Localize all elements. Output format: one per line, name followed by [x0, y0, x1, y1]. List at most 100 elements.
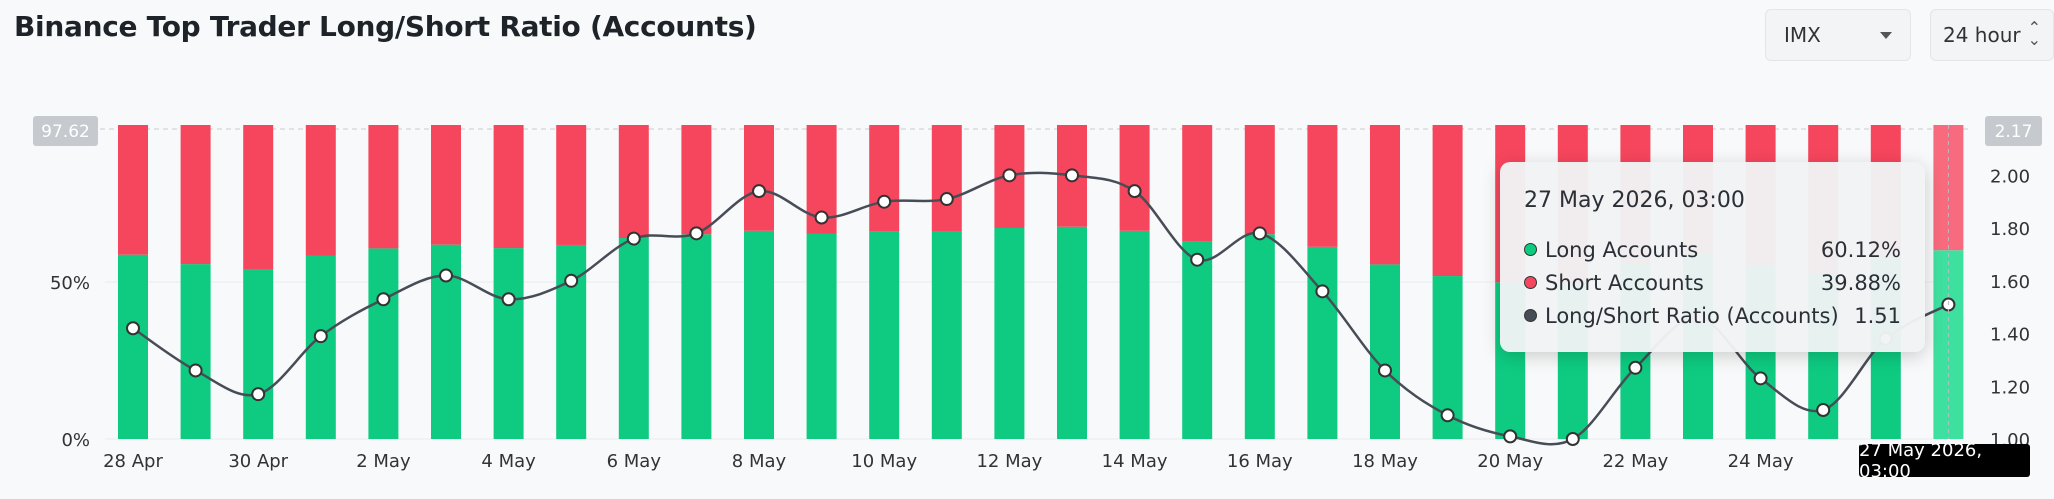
long-bar: [744, 230, 774, 439]
ratio-dot-icon: [1524, 309, 1537, 322]
long-bar: [1182, 241, 1213, 439]
range-select[interactable]: 24 hour ⌃ ⌄: [1930, 9, 2054, 61]
long-bar: [994, 227, 1025, 439]
long-bar: [1244, 234, 1275, 439]
asset-select[interactable]: IMX: [1765, 9, 1911, 61]
short-bar: [1432, 125, 1463, 277]
tooltip-row-ratio: Long/Short Ratio (Accounts) 1.51: [1524, 299, 1901, 332]
short-bar: [493, 125, 524, 249]
ratio-point: [313, 329, 328, 344]
x-axis-tick: 22 May: [1602, 451, 1668, 472]
tooltip-row-long: Long Accounts 60.12%: [1524, 233, 1901, 266]
ratio-point: [1190, 252, 1205, 267]
tooltip-title: 27 May 2026, 03:00: [1524, 188, 1745, 213]
x-axis-tick: 2 May: [356, 451, 411, 472]
ratio-point: [439, 268, 453, 283]
ratio-point: [752, 184, 766, 199]
ratio-point: [1503, 429, 1518, 444]
right-axis-badge-text: 2.17: [1995, 122, 2033, 142]
right-axis-tick: 1.80: [1990, 219, 2030, 240]
short-bar: [368, 125, 399, 249]
left-axis-tick: 50%: [50, 273, 90, 294]
short-bar: [1182, 125, 1213, 242]
right-axis-tick: 1.60: [1990, 272, 2030, 293]
x-axis-tick: 8 May: [732, 451, 787, 472]
long-bar: [368, 248, 399, 439]
x-axis-tick: 4 May: [481, 451, 536, 472]
ratio-point: [564, 273, 579, 288]
short-bar: [1244, 125, 1275, 235]
long-bar: [1057, 226, 1087, 439]
ratio-point: [1002, 168, 1017, 183]
tooltip-row-short: Short Accounts 39.88%: [1524, 266, 1901, 299]
ratio-point: [1440, 408, 1455, 423]
long-bar: [305, 255, 336, 439]
short-bar: [431, 125, 461, 245]
ratio-point: [1816, 402, 1831, 417]
short-bar: [744, 125, 774, 231]
ratio-point: [877, 194, 892, 209]
right-axis-badge: [1985, 116, 2042, 146]
tooltip-value: 60.12%: [1820, 237, 1901, 262]
hover-time-label: 27 May 2026, 03:00: [1859, 440, 2030, 482]
ratio-point: [1628, 360, 1643, 375]
tooltip-label: Long/Short Ratio (Accounts): [1545, 303, 1839, 328]
left-axis-tick: 0%: [61, 430, 90, 451]
x-axis-tick: 24 May: [1728, 451, 1794, 472]
x-axis-tick: 18 May: [1352, 451, 1418, 472]
short-bar: [1307, 125, 1338, 247]
long-bar: [1370, 264, 1400, 439]
short-dot-icon: [1524, 276, 1537, 289]
tooltip-label: Short Accounts: [1545, 270, 1704, 295]
ratio-point: [939, 192, 954, 207]
ratio-point: [1127, 184, 1142, 199]
right-axis-tick: 2.00: [1990, 166, 2030, 187]
x-axis-tick: 12 May: [976, 451, 1042, 472]
short-bar: [243, 125, 274, 270]
page-title: Binance Top Trader Long/Short Ratio (Acc…: [14, 10, 757, 43]
ratio-point: [188, 363, 203, 378]
asset-select-value: IMX: [1784, 23, 1821, 47]
ratio-point: [814, 210, 829, 225]
x-axis-tick: 28 Apr: [103, 451, 163, 472]
long-bar: [869, 231, 900, 439]
ratio-point: [626, 231, 641, 246]
x-axis-tick: 14 May: [1102, 451, 1168, 472]
range-select-value: 24 hour: [1943, 23, 2021, 47]
long-bar: [118, 254, 148, 439]
ratio-point: [501, 292, 516, 307]
short-bar: [1370, 125, 1400, 265]
right-axis-tick: 1.20: [1990, 377, 2030, 398]
short-bar: [1119, 125, 1150, 231]
short-bar: [931, 125, 962, 232]
x-axis-tick: 30 Apr: [228, 451, 288, 472]
short-bar: [180, 125, 211, 265]
tooltip-label: Long Accounts: [1545, 237, 1699, 262]
long-dot-icon: [1524, 243, 1537, 256]
sort-arrows-icon: ⌃ ⌄: [2027, 18, 2041, 49]
long-bar: [931, 231, 962, 439]
ratio-point: [1252, 226, 1267, 241]
tooltip-value: 39.88%: [1820, 270, 1901, 295]
ratio-point: [1315, 284, 1330, 299]
short-bar: [618, 125, 649, 239]
long-bar: [1119, 230, 1150, 439]
ratio-point: [376, 292, 391, 307]
tooltip-value: 1.51: [1854, 303, 1901, 328]
x-axis-tick: 6 May: [607, 451, 662, 472]
long-bar: [618, 238, 649, 439]
short-bar: [305, 125, 336, 256]
x-axis-tick: 16 May: [1227, 451, 1293, 472]
short-bar: [118, 125, 148, 255]
long-bar: [243, 269, 274, 439]
chart-tooltip: 27 May 2026, 03:00 Long Accounts 60.12% …: [1500, 162, 1925, 352]
long-bar: [681, 234, 712, 439]
long-bar: [180, 264, 211, 439]
x-axis-tick: 10 May: [851, 451, 917, 472]
short-bar: [556, 125, 587, 245]
long-bar: [806, 233, 837, 439]
left-axis-badge-text: 97.62: [41, 122, 90, 142]
short-bar: [681, 125, 712, 235]
long-bar: [493, 248, 524, 439]
ratio-point: [1065, 168, 1079, 183]
